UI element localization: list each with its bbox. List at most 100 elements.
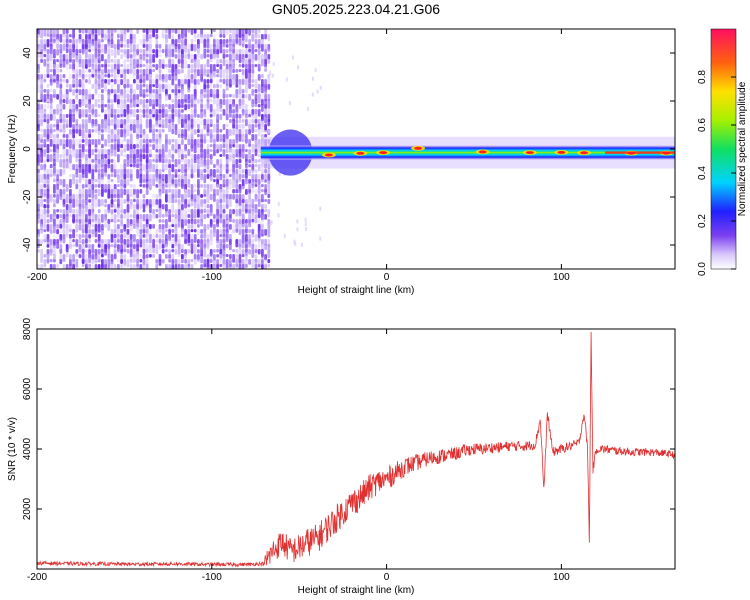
noise-cell <box>81 204 85 209</box>
noise-cell <box>225 69 229 74</box>
noise-cell <box>245 159 248 166</box>
noise-cell <box>177 234 181 239</box>
noise-cell <box>85 244 88 248</box>
noise-cell <box>254 104 258 108</box>
noise-cell <box>251 254 255 258</box>
noise-cell <box>197 64 200 68</box>
noise-cell <box>165 64 168 68</box>
noise-cell <box>165 94 168 101</box>
noise-cell <box>65 264 69 269</box>
noise-cell <box>264 239 267 246</box>
noise-cell <box>200 249 203 257</box>
noise-cell <box>251 219 255 223</box>
noise-cell <box>213 264 216 269</box>
noise-cell <box>261 59 264 67</box>
noise-cell <box>69 229 72 233</box>
signal-peak <box>379 151 388 155</box>
noise-cell <box>75 109 79 115</box>
noise-cell <box>53 199 56 205</box>
noise-cell <box>161 174 165 182</box>
noise-cell <box>65 224 69 231</box>
noise-cell <box>37 64 40 74</box>
noise-cell <box>174 249 178 255</box>
noise-cell <box>213 94 216 99</box>
noise-cell <box>216 244 219 249</box>
noise-cell <box>120 209 123 214</box>
noise-cell <box>248 249 251 255</box>
noise-cell <box>229 74 232 81</box>
noise-cell <box>257 54 261 61</box>
noise-cell <box>165 264 168 269</box>
noise-cell <box>40 79 43 85</box>
noise-cell <box>43 119 47 123</box>
noise-cell <box>248 129 251 135</box>
noise-cell <box>110 134 114 141</box>
noise-cell <box>261 124 264 133</box>
noise-cell <box>49 194 53 203</box>
noise-cell <box>110 164 114 172</box>
noise-cell <box>101 159 104 168</box>
noise-cell <box>187 229 191 236</box>
x-tick-label: 0 <box>384 272 390 283</box>
noise-cell <box>245 254 248 261</box>
noise-cell <box>241 39 245 46</box>
colorbar-label: Normalized spectral amplitude <box>737 81 748 216</box>
noise-cell <box>145 224 149 234</box>
noise-cell <box>193 149 197 153</box>
noise-cell <box>126 59 130 63</box>
noise-cell <box>238 124 242 129</box>
noise-cell <box>120 204 123 210</box>
noise-cell <box>219 234 223 238</box>
noise-cell <box>161 84 165 90</box>
noise-cell <box>209 114 213 118</box>
noise-cell <box>235 229 239 233</box>
noise-cell <box>292 55 295 60</box>
noise-cell <box>43 49 47 55</box>
noise-cell <box>139 239 143 245</box>
noise-cell <box>101 264 104 269</box>
noise-cell <box>53 94 56 98</box>
noise-cell <box>149 179 152 185</box>
noise-cell <box>203 39 207 48</box>
noise-cell <box>139 214 143 220</box>
noise-cell <box>136 139 139 147</box>
noise-cell <box>81 264 85 267</box>
noise-cell <box>117 209 120 215</box>
noise-cell <box>78 124 82 130</box>
noise-cell <box>165 204 168 212</box>
noise-cell <box>43 209 47 215</box>
noise-cell <box>62 264 66 269</box>
noise-cell <box>110 119 114 126</box>
noise-cell <box>75 89 79 94</box>
noise-cell <box>145 199 149 206</box>
noise-cell <box>209 89 213 96</box>
noise-cell <box>177 94 181 99</box>
noise-cell <box>254 254 258 262</box>
noise-cell <box>161 249 165 254</box>
noise-cell <box>40 189 43 198</box>
noise-cell <box>133 124 136 134</box>
noise-cell <box>251 244 255 250</box>
noise-cell <box>81 189 85 198</box>
noise-cell <box>257 74 261 81</box>
noise-cell <box>264 229 267 236</box>
noise-cell <box>161 64 165 69</box>
noise-cell <box>216 64 219 68</box>
spectrogram-cells <box>37 29 675 269</box>
noise-cell <box>203 154 207 160</box>
noise-cell <box>193 129 197 135</box>
noise-cell <box>319 236 322 241</box>
noise-cell <box>126 199 130 204</box>
noise-cell <box>254 149 258 157</box>
noise-cell <box>171 159 175 163</box>
noise-cell <box>136 54 139 60</box>
noise-cell <box>251 109 255 116</box>
noise-cell <box>278 171 281 176</box>
noise-cell <box>46 44 50 48</box>
noise-cell <box>209 124 213 128</box>
noise-cell <box>97 49 101 56</box>
noise-cell <box>158 219 162 223</box>
noise-cell <box>72 49 75 58</box>
noise-cell <box>129 259 133 264</box>
